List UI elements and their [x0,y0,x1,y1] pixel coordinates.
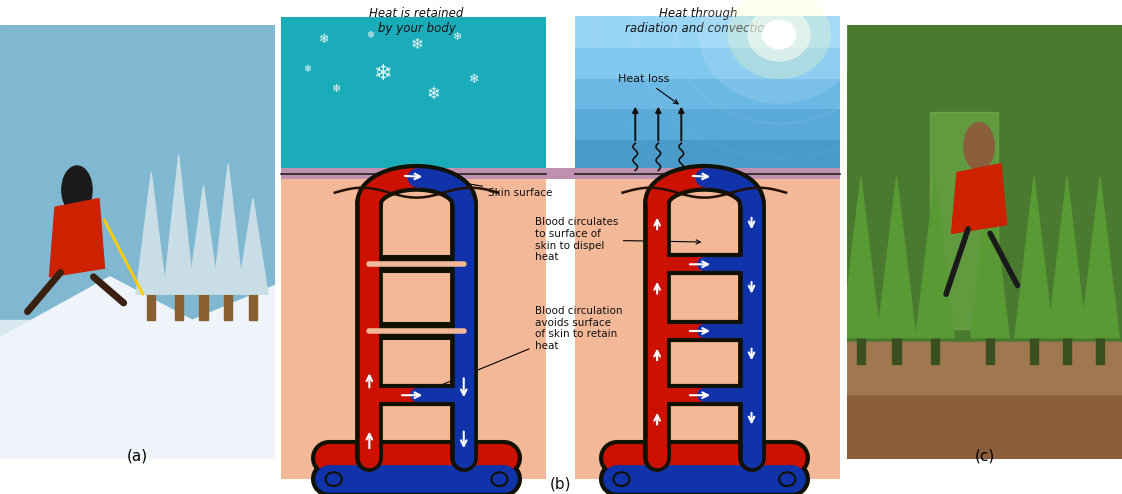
Bar [892,312,901,364]
Polygon shape [951,164,1006,233]
Polygon shape [136,172,166,294]
Text: ❄: ❄ [319,33,330,46]
Bar [175,286,183,320]
Text: ❄: ❄ [303,64,311,74]
Circle shape [779,472,795,486]
Bar [857,312,865,364]
Polygon shape [188,186,219,294]
Bar [574,77,839,109]
Text: Heat is retained
by your body: Heat is retained by your body [369,7,463,36]
Text: ❄: ❄ [426,85,441,103]
Polygon shape [971,177,1010,338]
Bar [147,286,155,320]
Text: Heat through
radiation and convection: Heat through radiation and convection [625,7,772,36]
Polygon shape [1048,177,1086,338]
Text: (c): (c) [974,449,995,464]
Text: Blood circulation
avoids surface
of skin to retain
heat: Blood circulation avoids surface of skin… [421,306,622,394]
Text: ❄: ❄ [452,32,461,42]
Polygon shape [877,177,916,338]
Circle shape [699,0,859,104]
Polygon shape [0,277,275,459]
Bar [200,286,208,320]
Circle shape [62,166,92,214]
Polygon shape [164,155,194,294]
Polygon shape [213,164,243,294]
Circle shape [762,20,797,49]
Bar [1030,312,1038,364]
Text: (b): (b) [550,477,571,492]
Bar [847,381,1122,459]
Text: (a): (a) [127,449,148,464]
Polygon shape [916,177,955,338]
Polygon shape [1080,177,1120,338]
Bar [931,312,939,364]
Bar [0,320,275,459]
Bar [929,112,999,329]
Bar [574,179,839,479]
Bar [574,138,839,170]
Text: ❄: ❄ [411,37,423,52]
Text: Skin surface: Skin surface [416,175,552,198]
Text: ❄: ❄ [367,30,375,40]
Bar [574,108,839,140]
Circle shape [727,0,831,79]
Polygon shape [842,177,880,338]
Bar [574,16,839,48]
Text: Blood circulates
to surface of
skin to dispel
heat: Blood circulates to surface of skin to d… [534,217,700,262]
Polygon shape [49,199,104,277]
Bar [224,286,232,320]
Circle shape [491,472,507,486]
Bar [0,25,275,338]
Circle shape [325,472,342,486]
Text: ❄: ❄ [469,73,479,85]
Bar [249,286,257,320]
Bar [847,342,1122,394]
Circle shape [964,123,994,170]
Bar [1096,312,1104,364]
Text: Heat loss: Heat loss [618,74,678,104]
Circle shape [747,7,811,62]
Bar [986,312,994,364]
Circle shape [614,472,629,486]
Text: ❄: ❄ [373,64,392,84]
Bar [1063,312,1072,364]
Bar [282,168,839,179]
Polygon shape [1014,177,1054,338]
Bar [574,46,839,79]
Bar [282,179,546,479]
Bar [282,17,546,170]
Text: ❄: ❄ [331,84,341,94]
Polygon shape [238,199,268,294]
